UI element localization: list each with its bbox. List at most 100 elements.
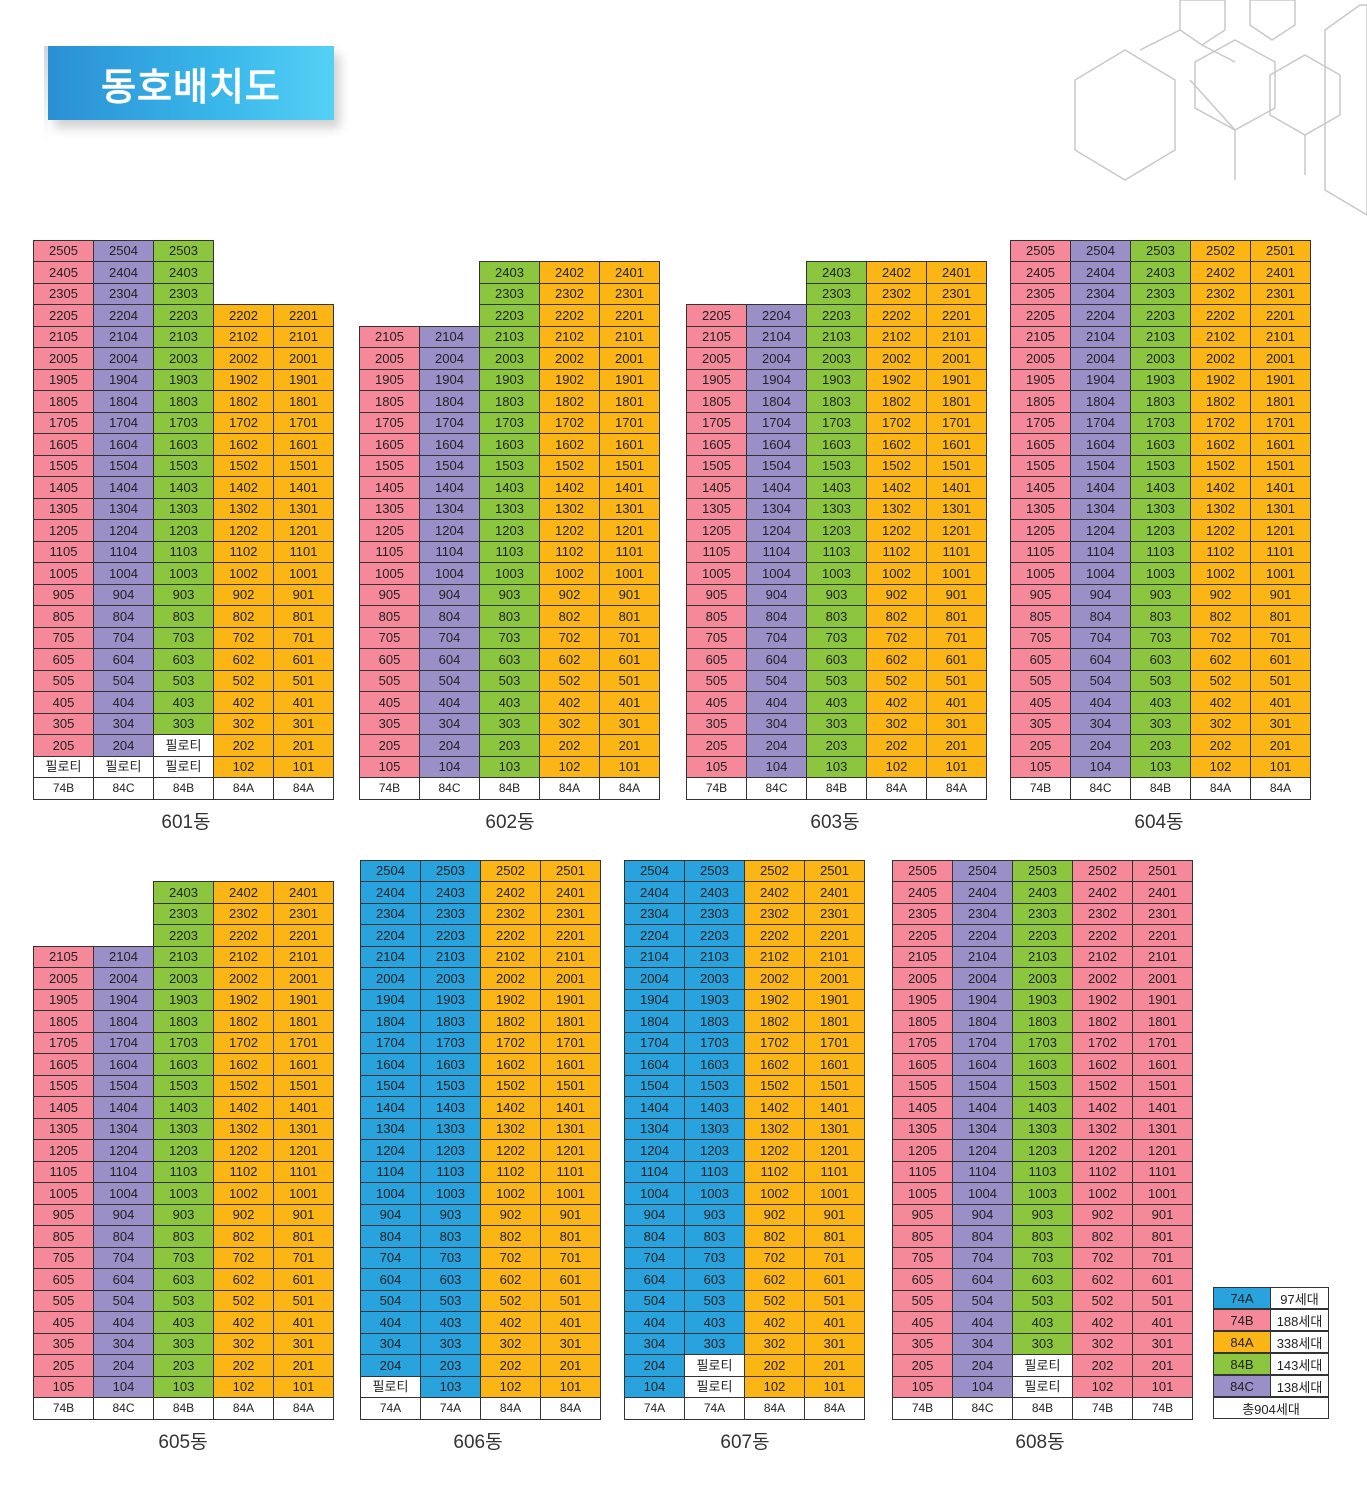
unit-cell: 1905 — [33, 988, 94, 1011]
unit-cell: 1902 — [866, 368, 927, 391]
unit-cell: 2105 — [33, 945, 94, 968]
unit-cell: 1604 — [746, 433, 807, 456]
unit-cell: 201 — [599, 734, 660, 757]
unit-cell: 504 — [624, 1289, 685, 1312]
unit-cell: 2004 — [1070, 347, 1131, 370]
unit-cell: 1005 — [33, 1182, 94, 1205]
unit-cell: 302 — [480, 1332, 541, 1355]
unit-cell: 202 — [1190, 734, 1251, 757]
unit-cell: 301 — [273, 1332, 334, 1355]
unit-cell: 604 — [624, 1268, 685, 1291]
unit-cell: 1402 — [866, 476, 927, 499]
unit-cell: 1502 — [213, 1074, 274, 1097]
unit-cell: 905 — [359, 583, 420, 606]
unit-cell: 802 — [213, 605, 274, 628]
unit-cell: 801 — [599, 605, 660, 628]
unit-cell: 1303 — [1130, 497, 1191, 520]
unit-cell: 903 — [684, 1203, 745, 1226]
unit-cell: 1803 — [684, 1010, 745, 1033]
unit-cell: 1602 — [480, 1053, 541, 1076]
unit-cell: 1803 — [153, 1010, 214, 1033]
unit-cell: 804 — [1070, 605, 1131, 628]
unit-cell: 802 — [539, 605, 600, 628]
unit-cell: 1704 — [746, 411, 807, 434]
unit-cell: 2203 — [1130, 304, 1191, 327]
unit-cell: 2504 — [360, 859, 421, 882]
unit-cell: 1603 — [420, 1053, 481, 1076]
unit-type-label: 84B — [479, 777, 540, 800]
unit-cell: 1002 — [480, 1182, 541, 1205]
unit-cell: 2103 — [1012, 945, 1073, 968]
unit-cell: 1205 — [686, 519, 747, 542]
unit-cell: 1301 — [804, 1117, 865, 1140]
unit-type-label: 74B — [1072, 1397, 1133, 1420]
unit-cell: 204 — [624, 1354, 685, 1377]
unit-cell: 903 — [153, 1203, 214, 1226]
unit-type-label: 84B — [1012, 1397, 1073, 1420]
unit-cell: 405 — [686, 691, 747, 714]
unit-cell: 503 — [420, 1289, 481, 1312]
unit-cell: 1804 — [746, 390, 807, 413]
unit-cell: 1202 — [744, 1139, 805, 1162]
unit-cell: 904 — [93, 583, 154, 606]
unit-cell: 501 — [273, 1289, 334, 1312]
unit-cell: 801 — [1250, 605, 1311, 628]
unit-cell: 503 — [806, 669, 867, 692]
unit-cell: 405 — [1010, 691, 1071, 714]
unit-cell: 1104 — [1070, 540, 1131, 563]
unit-cell: 804 — [624, 1225, 685, 1248]
building-label: 602동 — [485, 812, 535, 833]
unit-type-label: 84A — [926, 777, 987, 800]
unit-cell: 303 — [420, 1332, 481, 1355]
unit-cell: 102 — [480, 1375, 541, 1398]
unit-cell: 604 — [93, 648, 154, 671]
unit-cell: 2502 — [744, 859, 805, 882]
unit-cell: 1204 — [360, 1139, 421, 1162]
unit-cell: 903 — [806, 583, 867, 606]
unit-cell: 1205 — [892, 1139, 953, 1162]
unit-cell: 1105 — [892, 1160, 953, 1183]
legend-type: 84A — [1213, 1331, 1271, 1353]
unit-cell: 2001 — [599, 347, 660, 370]
unit-cell-pilotis: 필로티 — [1012, 1375, 1073, 1398]
unit-cell: 1803 — [1012, 1010, 1073, 1033]
unit-cell: 1203 — [420, 1139, 481, 1162]
unit-type-label: 84A — [540, 1397, 601, 1420]
unit-cell: 2002 — [539, 347, 600, 370]
unit-cell: 702 — [1190, 626, 1251, 649]
unit-cell: 2203 — [1012, 924, 1073, 947]
unit-cell: 203 — [420, 1354, 481, 1377]
unit-cell: 303 — [806, 712, 867, 735]
unit-cell: 1805 — [33, 1010, 94, 1033]
unit-cell: 301 — [926, 712, 987, 735]
unit-cell: 205 — [686, 734, 747, 757]
unit-cell: 505 — [33, 1289, 94, 1312]
unit-cell: 1802 — [539, 390, 600, 413]
unit-cell: 2103 — [806, 325, 867, 348]
unit-cell: 601 — [599, 648, 660, 671]
unit-cell: 1805 — [892, 1010, 953, 1033]
unit-cell: 2403 — [153, 261, 214, 284]
unit-cell: 1801 — [1132, 1010, 1193, 1033]
unit-type-label: 74B — [1132, 1397, 1193, 1420]
unit-cell: 2001 — [1132, 967, 1193, 990]
unit-cell: 604 — [1070, 648, 1131, 671]
unit-cell: 1304 — [93, 1117, 154, 1140]
unit-cell: 1401 — [1250, 476, 1311, 499]
unit-cell: 1601 — [273, 1053, 334, 1076]
building-label: 606동 — [453, 1432, 503, 1453]
unit-cell: 1903 — [806, 368, 867, 391]
unit-cell: 1804 — [952, 1010, 1013, 1033]
unit-cell: 505 — [359, 669, 420, 692]
unit-cell: 1003 — [153, 1182, 214, 1205]
unit-cell: 105 — [1010, 755, 1071, 778]
unit-cell: 804 — [93, 1225, 154, 1248]
unit-cell: 1702 — [744, 1031, 805, 1054]
unit-cell: 1501 — [804, 1074, 865, 1097]
unit-cell: 2102 — [1190, 325, 1251, 348]
unit-cell: 1602 — [539, 433, 600, 456]
unit-cell: 2203 — [420, 924, 481, 947]
unit-cell: 104 — [419, 755, 480, 778]
unit-cell: 2401 — [804, 881, 865, 904]
unit-cell: 102 — [213, 755, 274, 778]
